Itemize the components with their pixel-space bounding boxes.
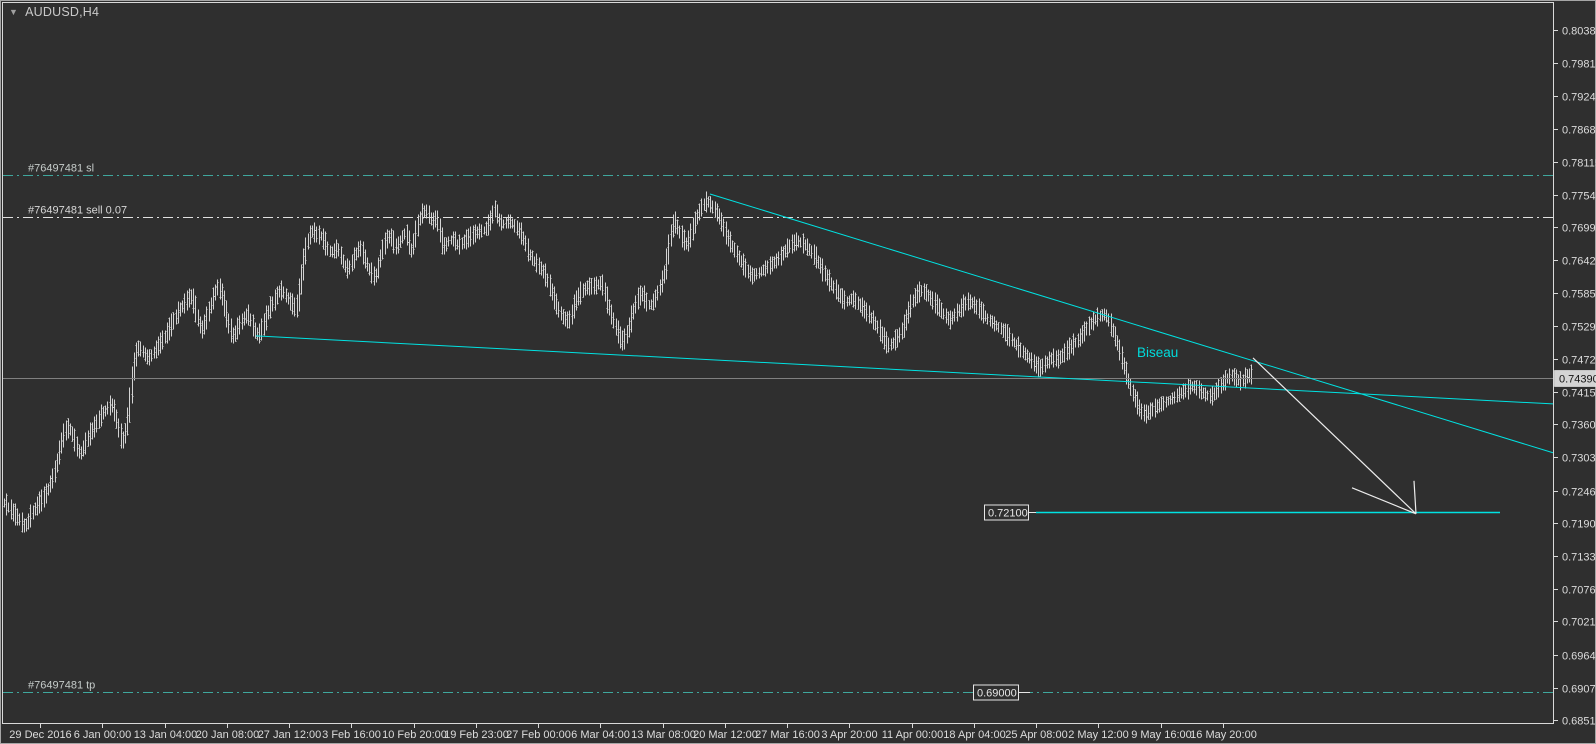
annotations[interactable]: Biseau <box>1137 345 1417 515</box>
time-tick-label: 18 Apr 04:00 <box>943 729 1005 741</box>
order-lines[interactable]: #76497481 sl #76497481 sell 0.07 #76497481… <box>3 163 1553 693</box>
order-label-sell-entry: #76497481 sell 0.07 <box>28 205 127 217</box>
time-tick-label: 27 Mar 16:00 <box>755 729 820 741</box>
symbol-period-label: AUDUSD,H4 <box>25 5 100 19</box>
price-tick-label: 0.75295 <box>1562 322 1596 334</box>
price-tick-label: 0.74725 <box>1562 355 1596 367</box>
time-tick-label: 2 May 12:00 <box>1068 729 1129 741</box>
time-tick-label: 13 Mar 08:00 <box>631 729 696 741</box>
current-price: 0.74390 <box>3 370 1596 387</box>
time-tick-label: 29 Dec 2016 <box>9 729 71 741</box>
price-box-072100[interactable] <box>984 504 1029 521</box>
wedge-text-label[interactable]: Biseau <box>1137 345 1178 360</box>
time-tick-label: 6 Mar 04:00 <box>571 729 630 741</box>
time-tick-label: 6 Jan 00:00 <box>74 729 132 741</box>
time-tick-label: 3 Apr 20:00 <box>821 729 877 741</box>
current-price-text: 0.74390 <box>1559 374 1596 386</box>
price-box-069000[interactable] <box>973 684 1019 701</box>
price-box-069000-text: 0.69000 <box>977 688 1017 700</box>
chevron-down-icon[interactable]: ▼ <box>9 6 19 17</box>
price-tick-label: 0.70765 <box>1562 585 1596 597</box>
time-tick-label: 11 Apr 00:00 <box>882 729 944 741</box>
projection-arrow[interactable] <box>1252 357 1417 515</box>
trendline-wedge-upper[interactable] <box>709 193 1554 454</box>
time-tick-label: 10 Feb 20:00 <box>382 729 447 741</box>
time-tick-label: 27 Feb 00:00 <box>506 729 571 741</box>
price-tick-label: 0.71905 <box>1562 519 1596 531</box>
order-label-take-profit: #76497481 tp <box>28 680 95 692</box>
price-tick-label: 0.74155 <box>1562 388 1596 400</box>
tp-price-box[interactable]: 0.69000 <box>973 684 1031 701</box>
time-tick-label: 20 Mar 12:00 <box>693 729 758 741</box>
price-tick-label: 0.78685 <box>1562 125 1596 137</box>
target-hline[interactable]: 0.72100 <box>984 504 1501 521</box>
price-bars <box>3 191 1253 533</box>
trendline-wedge-lower[interactable] <box>255 335 1554 405</box>
time-tick-label: 19 Feb 23:00 <box>444 729 509 741</box>
time-tick-label: 27 Jan 12:00 <box>258 729 322 741</box>
time-tick-label: 9 May 16:00 <box>1131 729 1192 741</box>
order-label-stop-loss: #76497481 sl <box>28 163 94 175</box>
chart-title: ▼ AUDUSD,H4 <box>9 5 99 19</box>
price-tick-label: 0.71335 <box>1562 552 1596 564</box>
price-tick-label: 0.68515 <box>1562 716 1596 728</box>
price-box-072100-text: 0.72100 <box>988 508 1028 520</box>
price-tick-label: 0.77545 <box>1562 191 1596 203</box>
time-tick-label: 16 May 20:00 <box>1190 729 1257 741</box>
price-tick-label: 0.78115 <box>1562 158 1596 170</box>
time-tick-label: 13 Jan 04:00 <box>134 729 198 741</box>
time-tick-label: 20 Jan 08:00 <box>196 729 260 741</box>
time-tick-label: 25 Apr 08:00 <box>1005 729 1067 741</box>
time-tick-label: 3 Feb 16:00 <box>322 729 381 741</box>
trendlines[interactable] <box>255 193 1554 454</box>
